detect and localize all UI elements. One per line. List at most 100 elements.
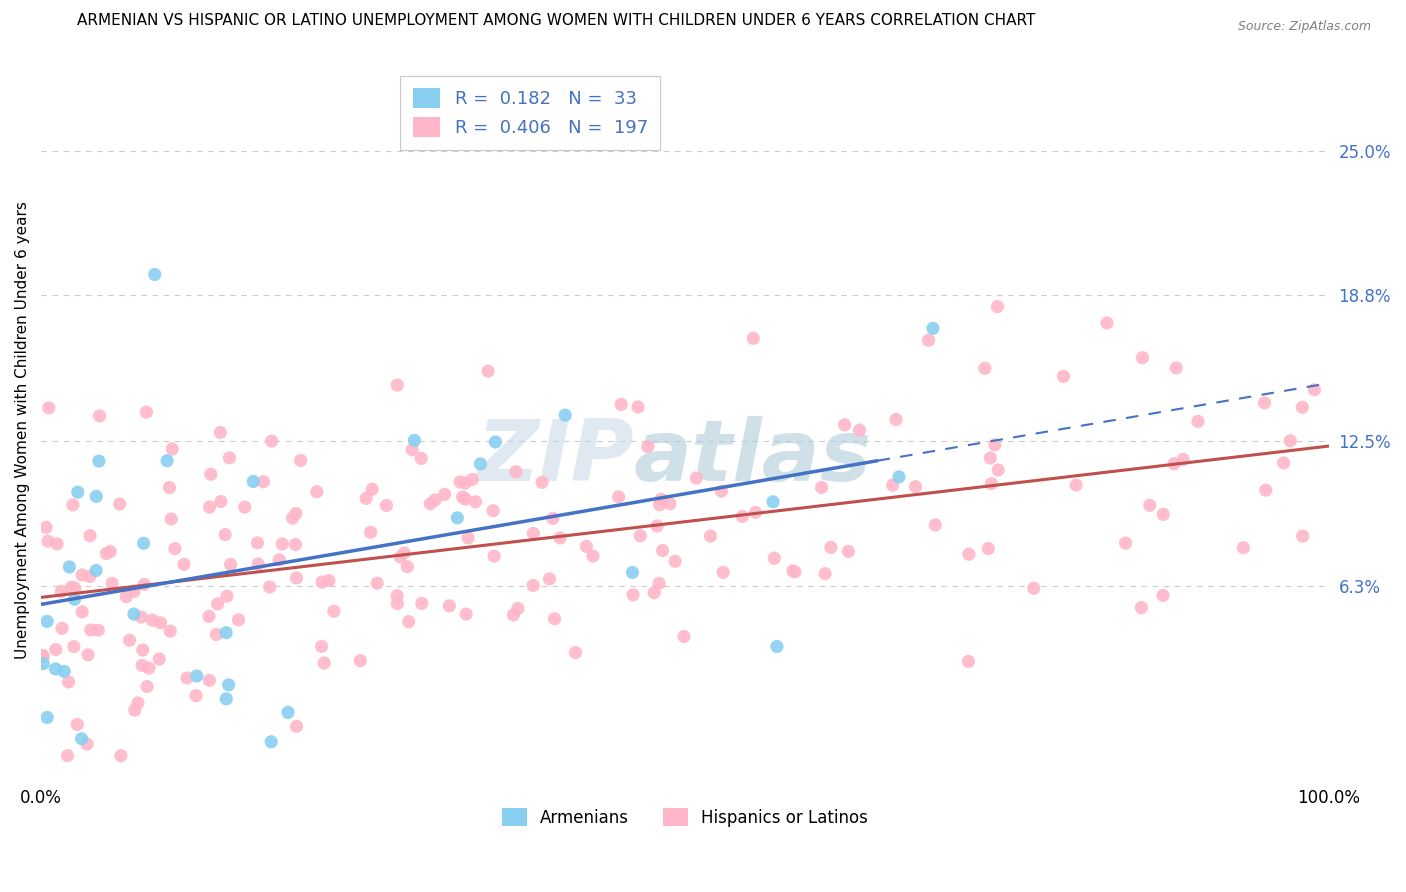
Point: [482, 503, 505, 517]
Point: [63, 640, 86, 654]
Point: [360, 525, 382, 540]
Point: [451, 490, 474, 504]
Point: [79, 569, 101, 583]
Point: [141, 613, 163, 627]
Point: [290, 453, 312, 467]
Point: [156, 453, 179, 467]
Point: [118, 633, 141, 648]
Point: [627, 400, 650, 414]
Point: [37, 615, 59, 629]
Point: [159, 481, 181, 495]
Point: [541, 511, 564, 525]
Point: [484, 435, 506, 450]
Point: [1272, 456, 1295, 470]
Point: [389, 549, 412, 564]
Point: [884, 412, 907, 426]
Point: [84, 564, 107, 578]
Point: [977, 541, 1000, 556]
Point: [198, 500, 221, 514]
Point: [131, 610, 153, 624]
Point: [84, 489, 107, 503]
Point: [96, 547, 118, 561]
Point: [986, 300, 1008, 314]
Point: [848, 423, 870, 437]
Point: [38, 401, 60, 415]
Point: [446, 511, 468, 525]
Point: [252, 475, 274, 489]
Point: [233, 500, 256, 515]
Point: [56, 748, 79, 763]
Point: [924, 518, 946, 533]
Point: [269, 553, 291, 567]
Point: [610, 397, 633, 411]
Point: [260, 434, 283, 449]
Point: [887, 470, 910, 484]
Point: [658, 497, 681, 511]
Point: [173, 558, 195, 572]
Point: [132, 643, 155, 657]
Point: [70, 568, 93, 582]
Point: [564, 646, 586, 660]
Point: [108, 497, 131, 511]
Point: [637, 440, 659, 454]
Point: [464, 495, 486, 509]
Point: [1171, 452, 1194, 467]
Point: [783, 565, 806, 579]
Point: [433, 487, 456, 501]
Point: [650, 492, 672, 507]
Point: [1115, 536, 1137, 550]
Point: [392, 546, 415, 560]
Point: [904, 480, 927, 494]
Point: [506, 601, 529, 615]
Point: [37, 534, 59, 549]
Point: [45, 662, 67, 676]
Point: [53, 665, 76, 679]
Point: [1187, 414, 1209, 428]
Point: [314, 656, 336, 670]
Point: [311, 640, 333, 654]
Point: [766, 640, 789, 654]
Point: [51, 584, 73, 599]
Point: [607, 490, 630, 504]
Point: [834, 417, 856, 432]
Point: [122, 584, 145, 599]
Point: [98, 544, 121, 558]
Text: Source: ZipAtlas.com: Source: ZipAtlas.com: [1237, 20, 1371, 33]
Point: [651, 543, 673, 558]
Point: [1130, 600, 1153, 615]
Point: [456, 607, 478, 621]
Point: [159, 624, 181, 639]
Point: [176, 671, 198, 685]
Point: [645, 519, 668, 533]
Point: [110, 748, 132, 763]
Point: [1052, 369, 1074, 384]
Point: [385, 589, 408, 603]
Point: [1163, 457, 1185, 471]
Point: [60, 580, 83, 594]
Point: [548, 531, 571, 545]
Point: [63, 581, 86, 595]
Point: [814, 566, 837, 581]
Point: [87, 624, 110, 638]
Point: [711, 566, 734, 580]
Point: [138, 661, 160, 675]
Point: [1152, 589, 1174, 603]
Point: [531, 475, 554, 490]
Point: [318, 574, 340, 588]
Point: [80, 623, 103, 637]
Point: [149, 615, 172, 630]
Point: [58, 560, 80, 574]
Point: [135, 405, 157, 419]
Point: [79, 529, 101, 543]
Point: [957, 655, 980, 669]
Point: [404, 434, 426, 448]
Point: [957, 547, 980, 561]
Point: [242, 475, 264, 489]
Point: [744, 505, 766, 519]
Point: [973, 361, 995, 376]
Point: [143, 268, 166, 282]
Point: [101, 576, 124, 591]
Point: [51, 621, 73, 635]
Point: [457, 531, 479, 545]
Point: [454, 476, 477, 491]
